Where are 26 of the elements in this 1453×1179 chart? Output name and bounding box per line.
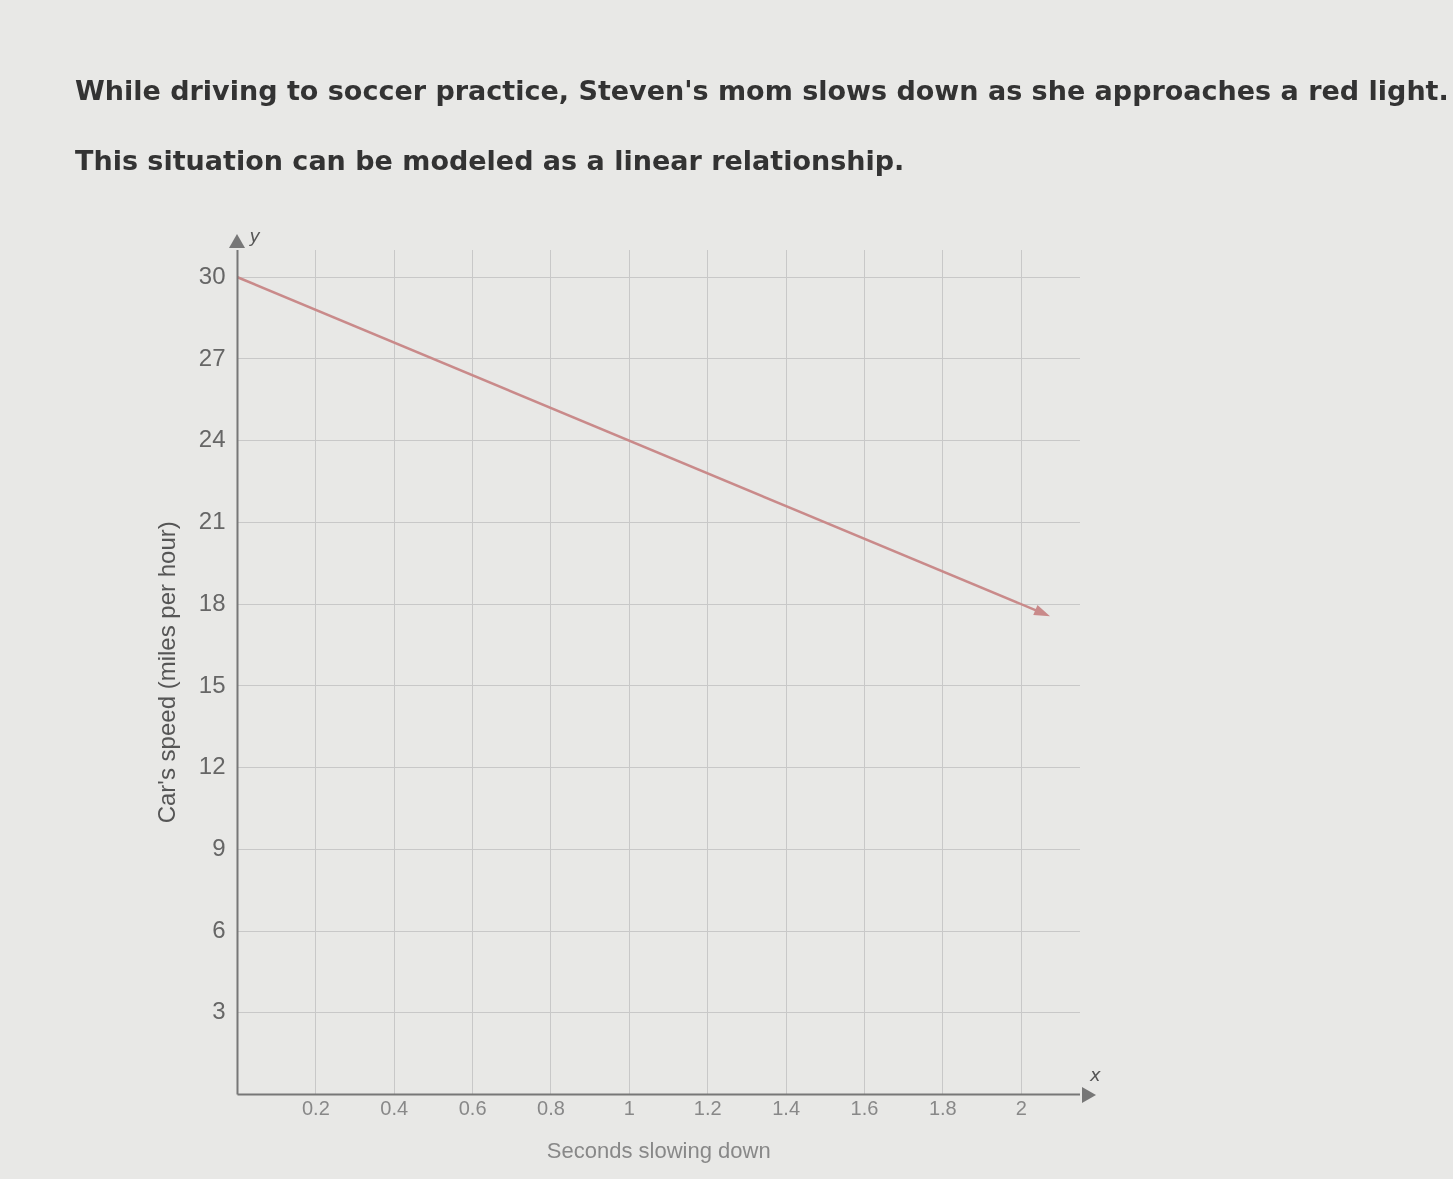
y-tick-label: 21	[198, 507, 226, 535]
x-tick-label: 1.4	[772, 1097, 801, 1120]
y-axis-title: Car's speed (miles per hour)	[153, 521, 181, 824]
x-tick-label: 0.2	[301, 1097, 330, 1120]
x-tick-label: 1	[623, 1097, 635, 1120]
x-tick-label: 2	[1015, 1097, 1027, 1120]
y-tick-label: 12	[198, 752, 226, 780]
chart-subtitle: This situation can be modeled as a linear relationship.	[75, 145, 905, 176]
x-tick-label: 0.6	[458, 1097, 487, 1120]
y-tick-label: 9	[212, 834, 226, 862]
text: x	[1089, 1063, 1101, 1085]
x-tick-label: 1.6	[850, 1097, 879, 1120]
y-tick-label: 18	[198, 588, 226, 616]
text: y	[248, 225, 261, 246]
y-tick-label: 27	[198, 343, 226, 371]
y-tick-label: 15	[198, 670, 226, 698]
x-tick-label: 0.4	[380, 1097, 409, 1120]
y-tick-label: 30	[198, 261, 226, 289]
x-tick-label: 0.8	[537, 1097, 565, 1120]
y-tick-label: 3	[212, 997, 226, 1025]
x-tick-label: 1.8	[928, 1097, 957, 1120]
x-tick-label: 1.2	[693, 1097, 722, 1120]
y-tick-label: 6	[212, 915, 226, 943]
chart-title: While driving to soccer practice, Steven's mom slows down as she approaches a red light.	[75, 75, 1449, 106]
y-tick-label: 24	[198, 425, 226, 453]
x-axis-title: Seconds slowing down	[546, 1137, 771, 1163]
